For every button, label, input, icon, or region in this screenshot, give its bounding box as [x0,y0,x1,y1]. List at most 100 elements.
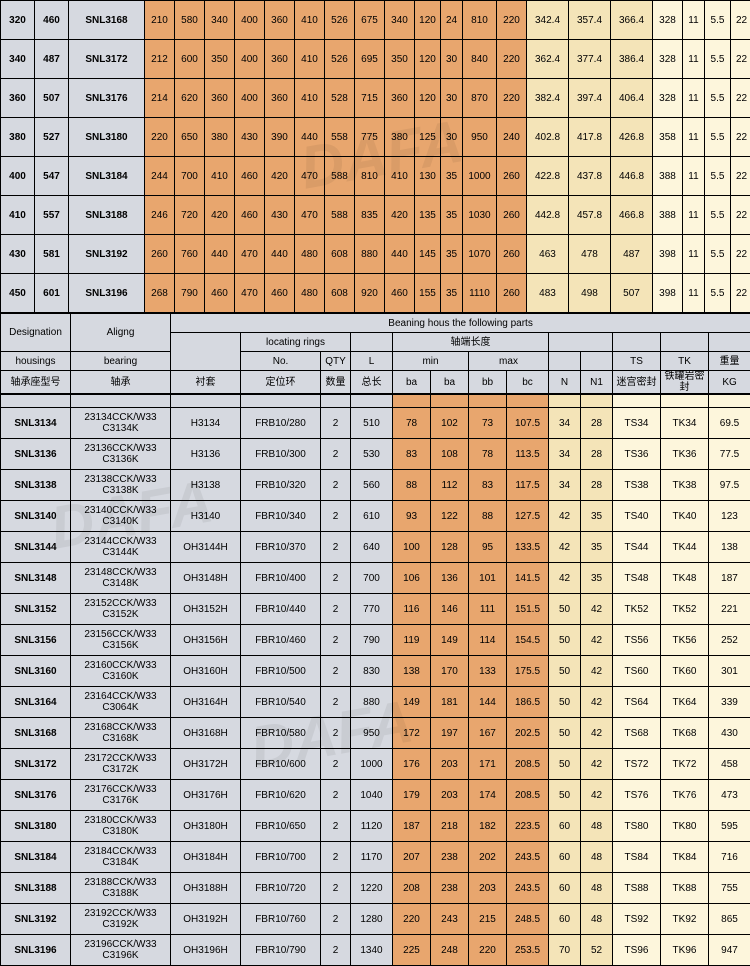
cell: 42 [581,656,613,687]
cell: 362.4 [527,40,569,79]
cell: TS88 [613,873,661,904]
cell: FBR10/760 [241,904,321,935]
cell: 920 [355,274,385,313]
cell: TS96 [613,935,661,966]
cell: 23180CCK/W33C3180K [71,811,171,842]
cell: 390 [265,118,295,157]
cell: 487 [611,235,653,274]
cell: TS38 [613,470,661,501]
cell: 215 [469,904,507,935]
cell: 410 [295,79,325,118]
cell: H3140 [171,501,241,532]
cell: SNL3176 [69,79,145,118]
spacer [613,395,661,408]
cell: 218 [431,811,469,842]
cell: SNL3160 [1,656,71,687]
cell: 136 [431,563,469,594]
cell: OH3172H [171,749,241,780]
cell: SNL3134 [1,408,71,439]
cell: 11 [683,1,705,40]
cell: 5.5 [705,196,731,235]
cell: TK52 [661,594,709,625]
cell: 23138CCK/W33C3138K [71,470,171,501]
cell: 557 [35,196,69,235]
cell: 128 [431,532,469,563]
cell: 50 [549,656,581,687]
cell: 947 [709,935,750,966]
cell: 125 [415,118,441,157]
cell: 208.5 [507,749,549,780]
cell: 340 [1,40,35,79]
cell: SNL3192 [69,235,145,274]
cell: 2 [321,749,351,780]
cell: 527 [35,118,69,157]
cell: 5.5 [705,79,731,118]
hdr: 总长 [351,371,393,394]
cell: H3134 [171,408,241,439]
cell: 78 [393,408,431,439]
cell: TK80 [661,811,709,842]
hdr: 轴承 [71,371,171,394]
cell: SNL3144 [1,532,71,563]
cell: OH3184H [171,842,241,873]
cell: 28 [581,408,613,439]
cell: FBR10/600 [241,749,321,780]
cell: 360 [265,1,295,40]
cell: 675 [355,1,385,40]
cell: 437.8 [569,157,611,196]
cell: 187 [709,563,750,594]
cell: 119 [393,625,431,656]
spacer [549,395,581,408]
cell: 42 [581,718,613,749]
cell: 340 [205,1,235,40]
cell: SNL3140 [1,501,71,532]
top-spec-table: 320460SNL3168210580340400360410526675340… [0,0,750,313]
cell: 60 [549,873,581,904]
cell: H3136 [171,439,241,470]
cell: 417.8 [569,118,611,157]
cell: FRB10/300 [241,439,321,470]
cell: 600 [175,40,205,79]
cell: 23168CCK/W33C3168K [71,718,171,749]
cell: 22 [731,118,750,157]
cell: TS64 [613,687,661,718]
cell: 406.4 [611,79,653,118]
cell: OH3160H [171,656,241,687]
cell: TK64 [661,687,709,718]
cell: 48 [581,873,613,904]
cell: 203 [431,749,469,780]
cell: 760 [175,235,205,274]
cell: 120 [415,79,441,118]
cell: 446.8 [611,157,653,196]
spacer [1,395,71,408]
hdr [351,333,393,352]
cell: 138 [393,656,431,687]
hdr: housings [1,352,71,371]
cell: 122 [431,501,469,532]
cell: 243 [431,904,469,935]
cell: 23156CCK/W33C3156K [71,625,171,656]
cell: 510 [351,408,393,439]
cell: 220 [497,79,527,118]
hdr: Aligng [71,314,171,352]
hdr: bb [469,371,507,394]
cell: 182 [469,811,507,842]
hdr [709,333,750,352]
spacer [431,395,469,408]
cell: SNL3168 [1,718,71,749]
cell: 2 [321,780,351,811]
cell: 483 [527,274,569,313]
cell: 430 [265,196,295,235]
hdr [549,352,581,371]
cell: 5.5 [705,1,731,40]
cell: 238 [431,873,469,904]
cell: 260 [497,157,527,196]
cell: 42 [581,780,613,811]
cell: TS36 [613,439,661,470]
cell: 755 [709,873,750,904]
cell: 2 [321,904,351,935]
cell: 225 [393,935,431,966]
cell: 42 [549,563,581,594]
cell: SNL3184 [69,157,145,196]
cell: 23152CCK/W33C3152K [71,594,171,625]
